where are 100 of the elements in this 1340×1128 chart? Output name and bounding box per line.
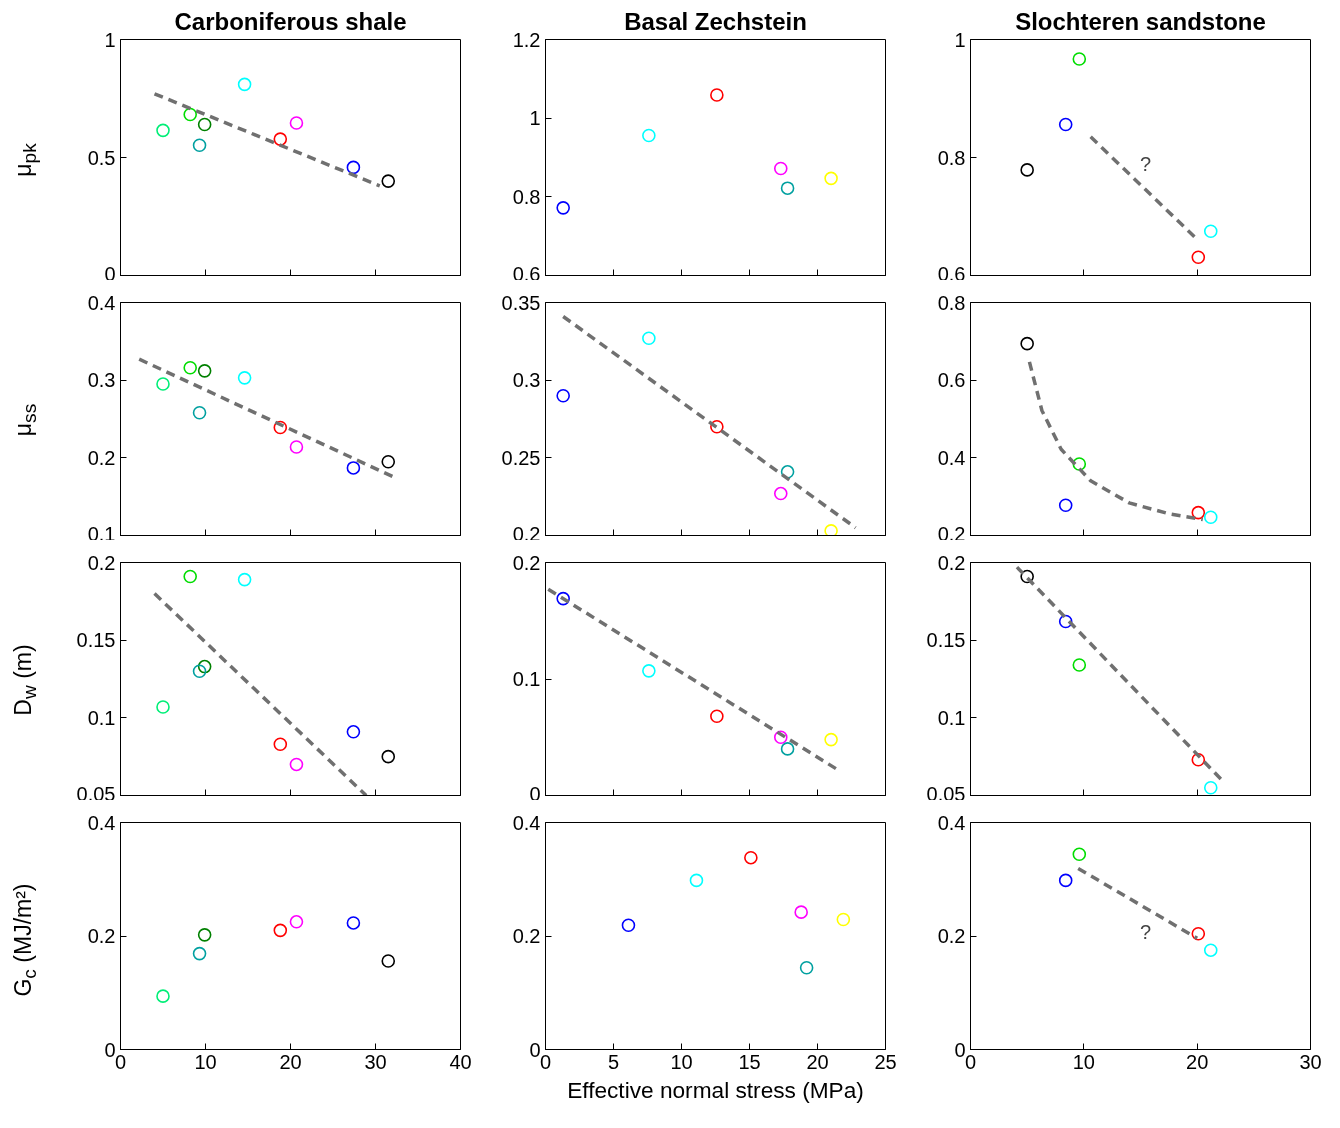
y-tick-label: 0.2 (512, 522, 541, 545)
y-tick-label: 0.2 (937, 522, 966, 545)
point (1203, 224, 1218, 239)
point (156, 123, 170, 138)
point (346, 916, 361, 930)
chart-title: Basal Zechstein (624, 7, 807, 35)
y-tick-label: 0.4 (937, 446, 966, 469)
point (780, 181, 795, 195)
y-tick-label: 0.05 (926, 782, 966, 805)
x-tick-label: 20 (806, 1050, 829, 1073)
annotation: ? (1139, 920, 1152, 943)
point (1072, 52, 1087, 66)
y-tick-label: 0.2 (512, 551, 541, 574)
y-tick-label: 0.6 (937, 262, 966, 285)
point (1072, 847, 1087, 862)
point (1203, 510, 1218, 525)
y-tick-label: 0.15 (926, 629, 966, 652)
point (642, 128, 656, 143)
point (156, 700, 170, 714)
y-tick-label: 0.3 (87, 369, 116, 392)
point (710, 419, 724, 434)
y-tick-label: 0.4 (512, 811, 541, 834)
point (1191, 250, 1206, 264)
y-tick-label: 1 (954, 28, 966, 51)
x-tick-label: 20 (1186, 1050, 1209, 1073)
x-tick-label: 40 (449, 1050, 472, 1073)
point (556, 591, 570, 606)
y-tick-label: 0.4 (87, 291, 116, 314)
y-tick-label: 0.2 (87, 925, 116, 947)
y-tick-label: 0.15 (76, 629, 116, 652)
point (1020, 336, 1034, 351)
point (289, 440, 304, 454)
point (183, 107, 197, 122)
y-tick-label: 0.2 (87, 551, 116, 574)
y-tick-label: 0.4 (87, 811, 116, 834)
point (1203, 780, 1218, 795)
y-tick-label: 0.05 (76, 782, 116, 805)
point (780, 742, 795, 756)
point (1020, 163, 1034, 177)
point (197, 117, 212, 132)
y-tick-label: 0.1 (87, 706, 116, 729)
y-tick-label: 0.8 (512, 185, 541, 208)
y-tick-label: 0.2 (87, 446, 116, 469)
y-tick-label: 0.1 (937, 706, 966, 729)
y-tick-label: 0.6 (512, 262, 541, 285)
point (381, 174, 396, 188)
point (289, 757, 304, 772)
point (1191, 926, 1206, 941)
point (1058, 614, 1073, 629)
point (192, 664, 207, 679)
point (799, 960, 814, 975)
point (1072, 457, 1087, 471)
point (642, 331, 656, 346)
point (197, 659, 212, 674)
y-tick-label: 1.2 (512, 28, 541, 51)
y-tick-label: 1 (104, 28, 116, 51)
x-tick-label: 5 (607, 1050, 620, 1073)
point (381, 954, 396, 968)
point (289, 915, 304, 929)
y-tick-label: 0.8 (937, 291, 966, 314)
point (289, 116, 304, 130)
y-tick-label: 0.2 (512, 925, 541, 947)
y-tick-label: 0.8 (937, 146, 966, 169)
y-tick-label: 0.6 (937, 369, 966, 392)
point (824, 171, 838, 186)
chart-title: Slochteren sandstone (1015, 7, 1266, 35)
point (824, 524, 838, 536)
y-tick-label: 0.25 (501, 446, 541, 469)
point (192, 138, 207, 153)
point (183, 569, 197, 584)
point (273, 923, 288, 938)
y-tick-label: 0.5 (87, 146, 116, 169)
point (824, 732, 838, 747)
point (773, 486, 788, 501)
point (237, 371, 252, 385)
point (273, 737, 288, 752)
y-tick-label: 0.35 (501, 291, 541, 314)
point (156, 377, 170, 391)
y-tick-label: 0 (104, 262, 116, 285)
point (780, 465, 795, 479)
y-tick-label: 0.3 (512, 369, 541, 392)
point (1203, 943, 1218, 957)
point (237, 77, 252, 92)
point (197, 364, 212, 378)
x-tick-label: 25 (874, 1050, 897, 1073)
point (836, 912, 851, 927)
point (642, 664, 656, 678)
y-tick-label: 0.4 (937, 811, 966, 834)
point (710, 88, 724, 102)
point (556, 388, 570, 403)
point (1020, 569, 1034, 584)
point (381, 749, 396, 764)
point (710, 709, 724, 724)
x-axis-title: Effective normal stress (MPa) (567, 1076, 864, 1103)
y-tick-label: 0.1 (87, 522, 116, 545)
x-tick-label: 30 (1299, 1050, 1322, 1073)
y-tick-label: 0 (529, 782, 541, 805)
y-tick-label: 0.1 (512, 668, 541, 690)
x-tick-label: 10 (194, 1050, 217, 1073)
chart-title: Carboniferous shale (174, 7, 407, 35)
